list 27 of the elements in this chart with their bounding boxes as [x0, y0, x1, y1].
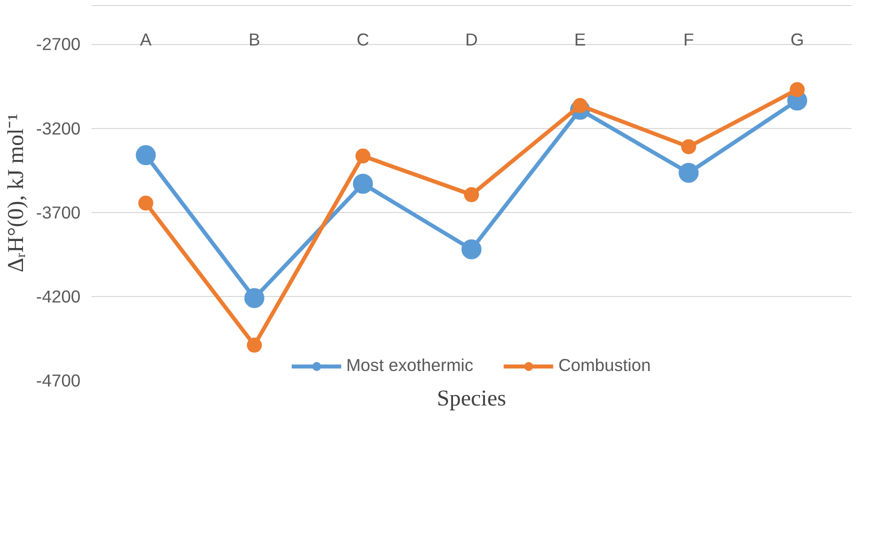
x-tick-label: E [574, 30, 586, 50]
point [136, 145, 156, 166]
point [138, 196, 154, 211]
point [352, 174, 373, 194]
x-tick-label: F [683, 30, 694, 50]
legend-label: Most exothermic [346, 355, 474, 376]
y-tick-label: -3700 [36, 202, 81, 222]
x-tick-label: B [248, 30, 260, 50]
legend-label: Combustion [558, 355, 651, 376]
x-tick-label: D [465, 30, 478, 50]
point [355, 148, 370, 164]
point [681, 139, 696, 154]
point [464, 187, 479, 202]
y-tick-label: -4200 [36, 286, 81, 306]
y-axis-title: ΔᵣH°(0), kJ mol⁻¹ [3, 114, 28, 272]
y-tick-label: -2700 [36, 34, 81, 54]
x-tick-label: A [140, 30, 152, 50]
point [462, 239, 482, 260]
x-axis-title: Species [436, 386, 506, 410]
point [244, 288, 264, 308]
y-tick-label: -4700 [36, 370, 81, 390]
point [790, 82, 805, 98]
point [678, 162, 699, 183]
x-tick-label: C [356, 30, 370, 50]
point [246, 338, 262, 353]
y-tick-label: -3200 [36, 118, 81, 138]
x-tick-label: G [790, 30, 804, 50]
